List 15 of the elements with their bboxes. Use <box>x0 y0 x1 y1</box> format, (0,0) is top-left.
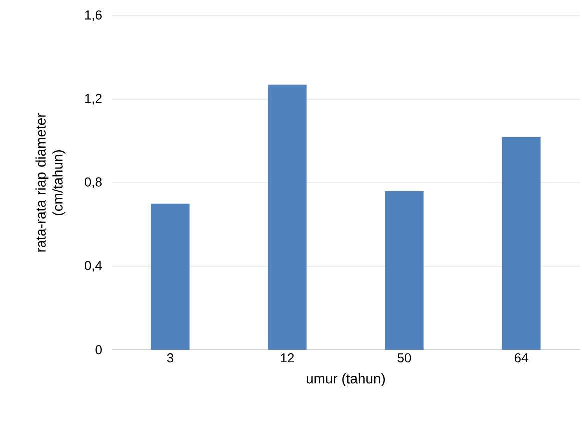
y-tick-label: 0 <box>96 345 102 355</box>
x-tick-label: 12 <box>281 354 294 363</box>
x-tick-label: 64 <box>514 354 528 363</box>
y-tick-label: 0,8 <box>84 178 102 188</box>
bar <box>385 191 424 350</box>
bar <box>151 204 190 350</box>
y-tick-label: 1,2 <box>85 94 102 105</box>
x-axis-title: umur (tahun) <box>306 374 386 387</box>
y-tick-label: 1,6 <box>85 10 102 22</box>
x-tick-label: 50 <box>398 354 412 363</box>
bar <box>268 84 307 350</box>
y-tick-label: 0,4 <box>84 261 102 272</box>
y-axis-title: rata-rata riap diameter (cm/tahun) <box>36 113 66 252</box>
x-tick-label: 3 <box>167 354 174 363</box>
bar <box>502 137 541 350</box>
